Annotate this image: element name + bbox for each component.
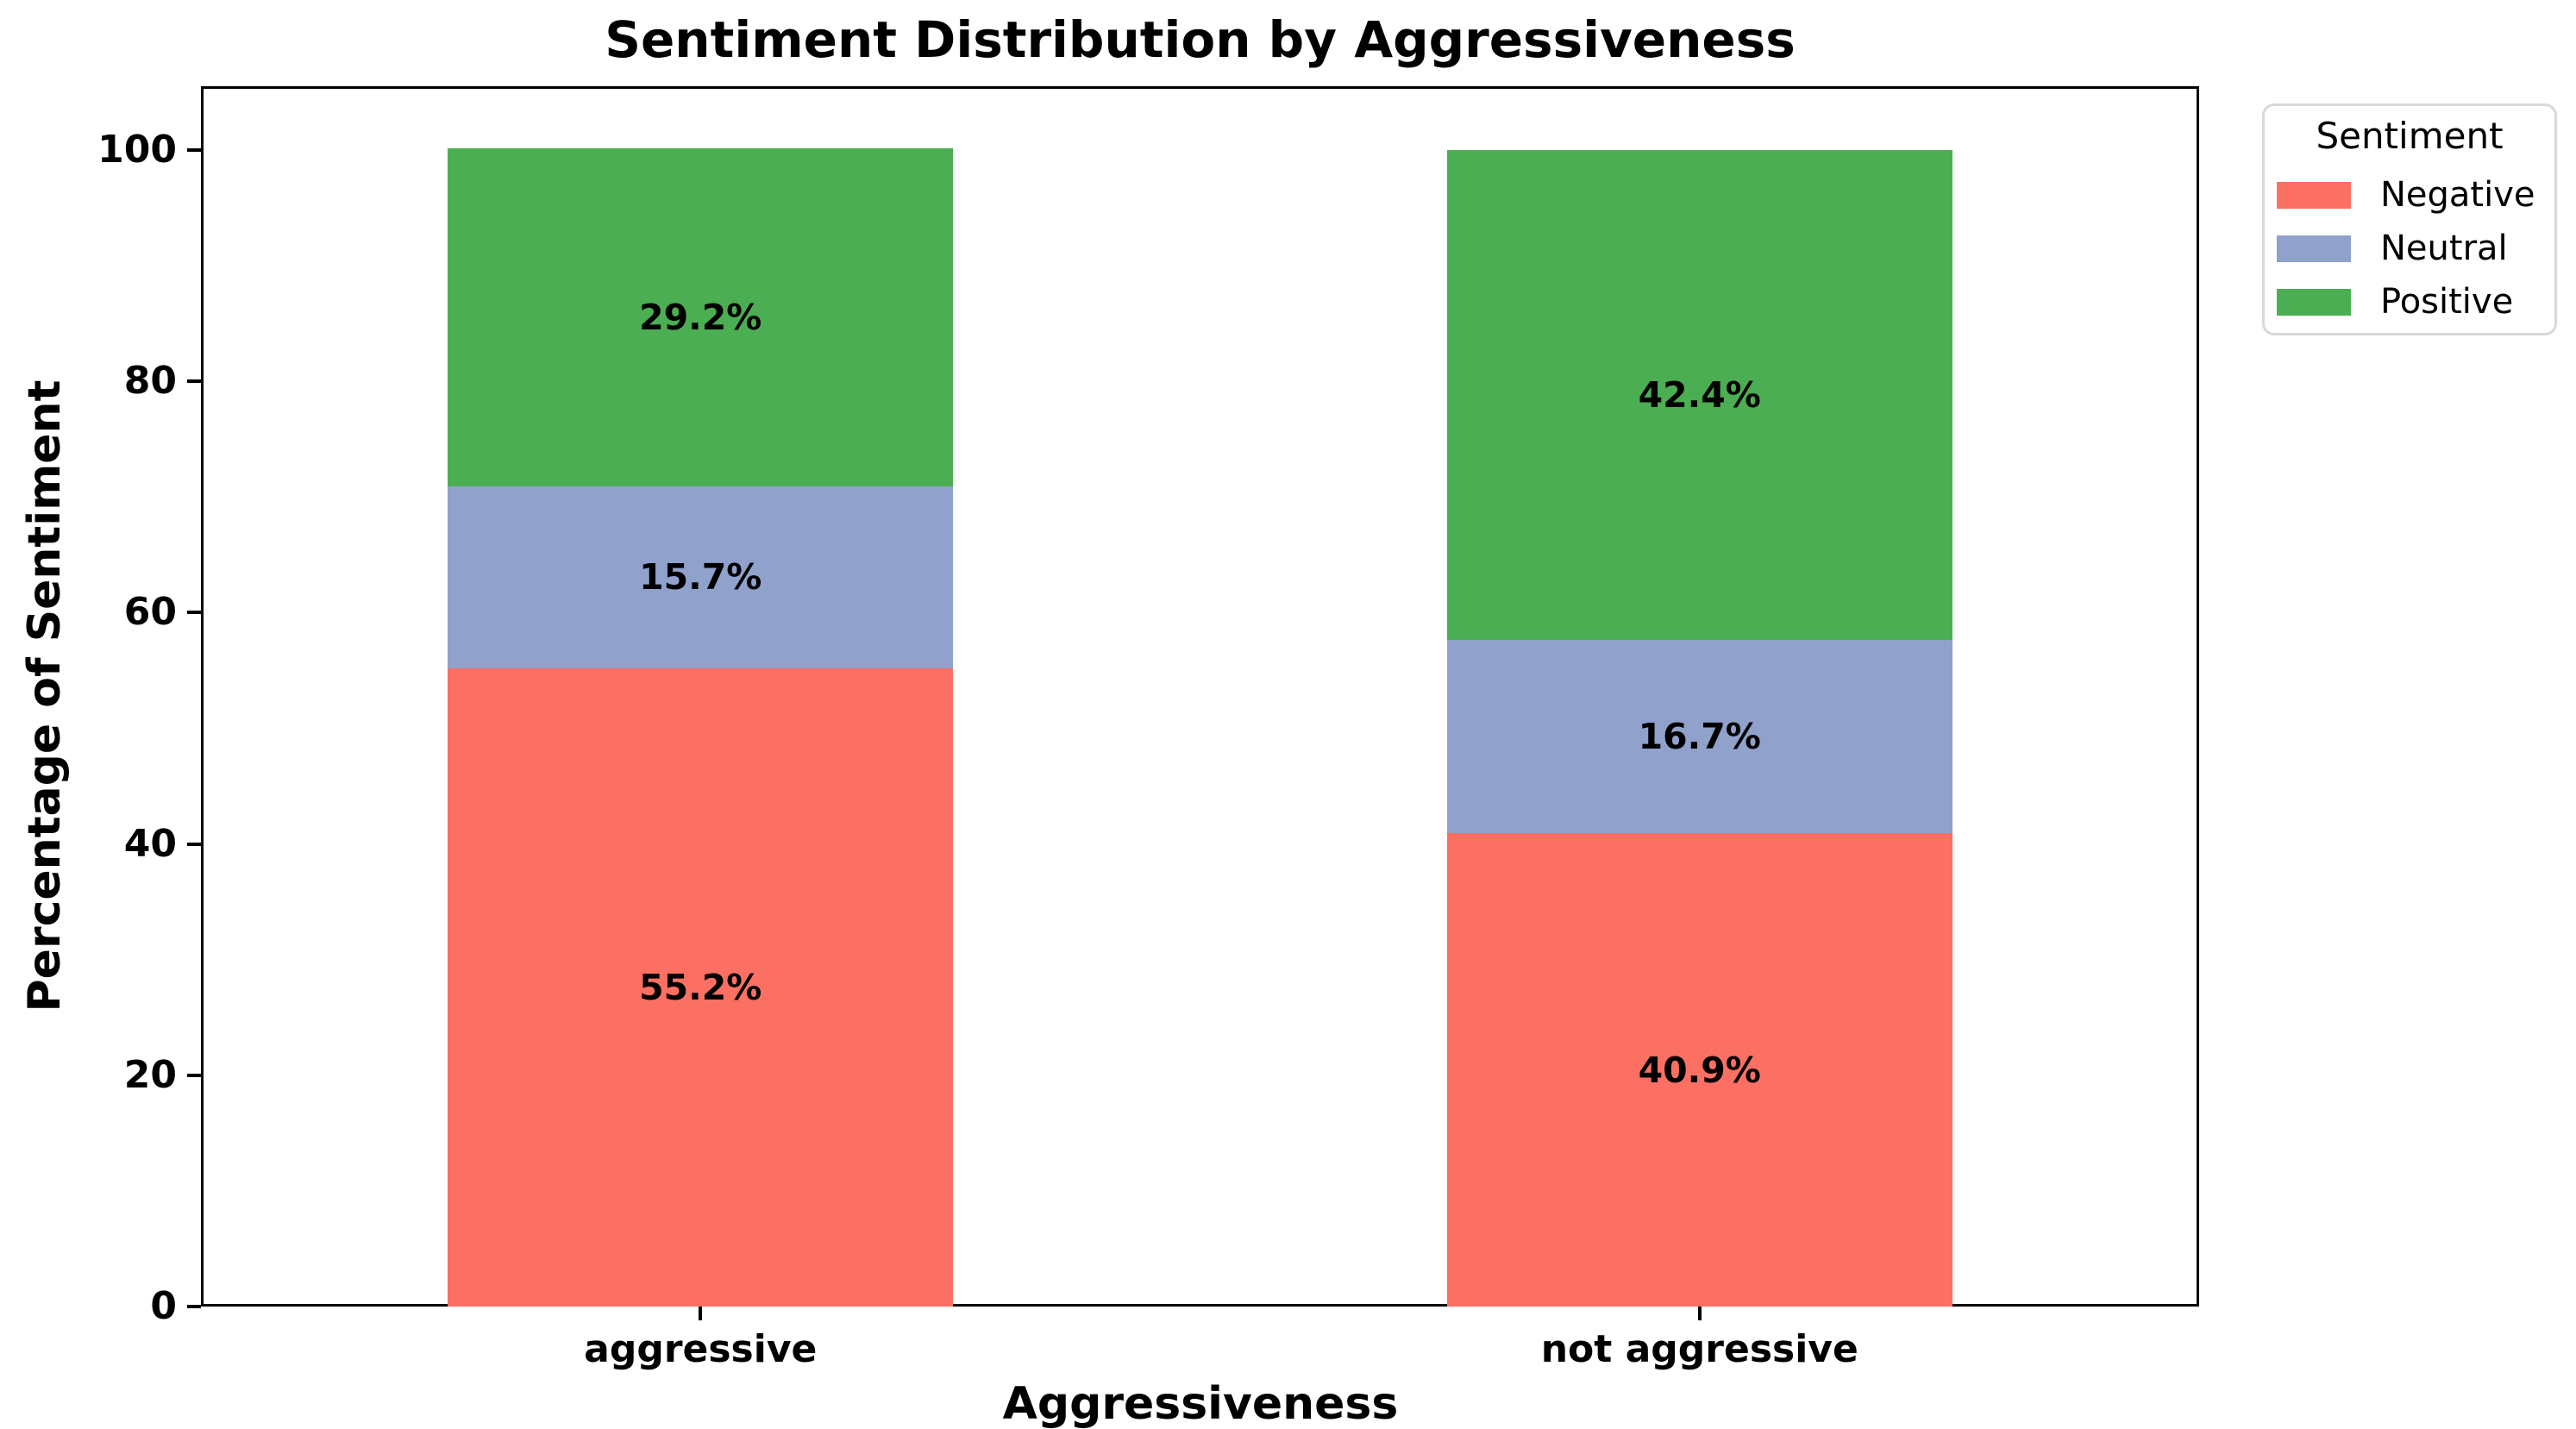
y-tick-mark [187, 842, 201, 846]
legend-item-label: Neutral [2380, 229, 2508, 269]
y-tick-mark [187, 379, 201, 383]
negative-swatch-icon [2277, 181, 2351, 209]
y-tick-label: 100 [97, 127, 177, 172]
y-tick-mark [187, 611, 201, 615]
x-tick-label: aggressive [584, 1327, 818, 1371]
legend-item-neutral: Neutral [2265, 222, 2554, 275]
legend-item-negative: Negative [2265, 168, 2554, 222]
legend-item-positive: Positive [2265, 275, 2554, 329]
y-tick-label: 20 [123, 1052, 177, 1097]
y-tick-mark [187, 1305, 201, 1308]
segment-value-label: 29.2% [639, 297, 762, 339]
bar-segment-positive [448, 148, 954, 487]
x-tick-label: not aggressive [1540, 1327, 1858, 1371]
segment-value-label: 40.9% [1638, 1049, 1761, 1091]
bar-segment-neutral [448, 486, 954, 668]
bar-segment-negative [448, 667, 954, 1307]
y-tick-mark [187, 1073, 201, 1077]
positive-swatch-icon [2277, 288, 2351, 316]
segment-value-label: 42.4% [1638, 374, 1761, 417]
y-tick-mark [187, 147, 201, 152]
legend: Sentiment Negative Neutral Positive [2262, 103, 2557, 335]
y-tick-label: 40 [123, 821, 177, 866]
y-tick-label: 60 [123, 590, 177, 635]
segment-value-label: 16.7% [1638, 716, 1761, 758]
bar-segment-neutral [1446, 640, 1952, 834]
neutral-swatch-icon [2277, 235, 2351, 262]
x-tick-mark [1697, 1307, 1702, 1320]
legend-item-label: Positive [2380, 282, 2514, 323]
legend-title: Sentiment [2316, 115, 2504, 157]
y-tick-label: 0 [150, 1284, 177, 1328]
segment-value-label: 15.7% [639, 556, 762, 599]
bar-segment-positive [1446, 149, 1952, 641]
y-tick-label: 80 [123, 359, 177, 403]
plot-area: 55.2% 15.7% 29.2% 40.9% 16.7% 42.4% [201, 86, 2199, 1307]
segment-value-label: 55.2% [639, 966, 762, 1008]
legend-items: Negative Neutral Positive [2265, 168, 2554, 329]
chart-title: Sentiment Distribution by Aggressiveness [605, 10, 1796, 69]
x-tick-mark [699, 1307, 703, 1320]
legend-item-label: Negative [2380, 175, 2535, 216]
y-axis-label: Percentage of Sentiment [19, 379, 71, 1012]
bar-segment-negative [1446, 833, 1952, 1307]
x-axis-label: Aggressiveness [1002, 1378, 1399, 1429]
